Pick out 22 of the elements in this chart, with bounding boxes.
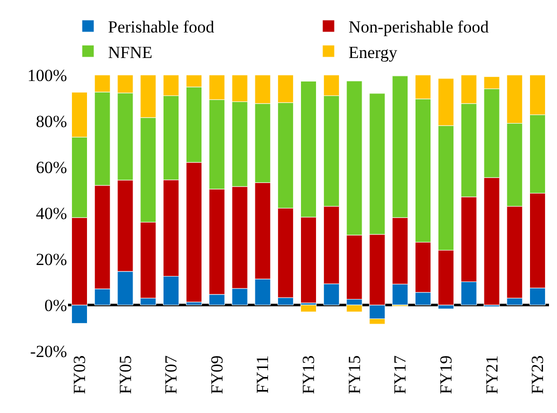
y-tick-label: -20% bbox=[30, 342, 67, 361]
legend-label: NFNE bbox=[108, 42, 152, 62]
y-tick-label: 100% bbox=[27, 66, 67, 85]
y-tick-label: 60% bbox=[36, 158, 67, 177]
legend-label: Non-perishable food bbox=[348, 18, 490, 37]
x-tick-label: FY23 bbox=[528, 355, 548, 394]
y-tick-label: 0% bbox=[44, 296, 67, 315]
y-tick-label: 40% bbox=[36, 204, 67, 223]
legend-label: Perishable food bbox=[108, 18, 215, 37]
x-tick-label: FY13 bbox=[299, 355, 318, 394]
x-tick-label: FY17 bbox=[390, 354, 410, 394]
x-tick-label: FY19 bbox=[436, 355, 456, 394]
x-tick-label: FY03 bbox=[70, 355, 89, 394]
x-tick-label: FY11 bbox=[253, 355, 272, 394]
x-tick-label: FY07 bbox=[162, 354, 181, 394]
y-tick-label: 80% bbox=[36, 112, 67, 131]
x-tick-label: FY21 bbox=[482, 355, 502, 394]
x-tick-label: FY09 bbox=[207, 355, 226, 394]
x-tick-label: FY05 bbox=[116, 355, 135, 394]
legend-label: Energy bbox=[348, 42, 398, 62]
x-tick-label: FY15 bbox=[344, 355, 364, 394]
y-tick-label: 20% bbox=[36, 250, 67, 269]
